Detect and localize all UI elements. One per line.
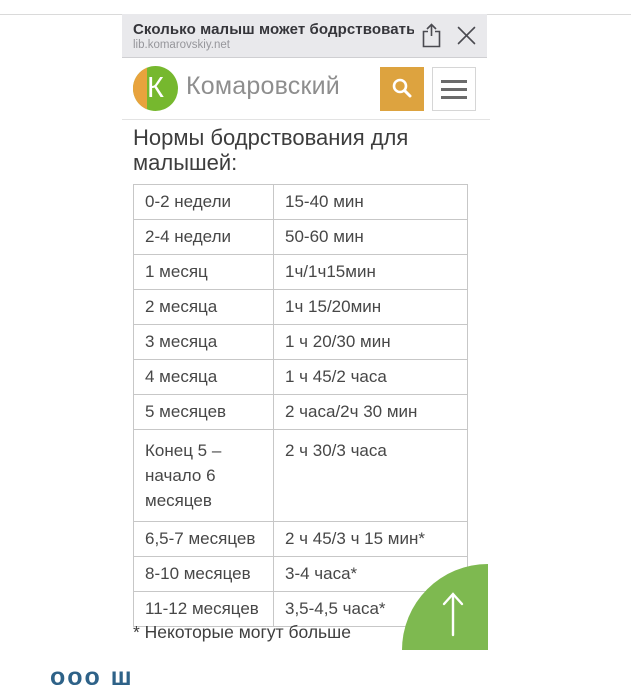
clipped-bottom-link[interactable]: ооо ш — [50, 663, 134, 691]
hamburger-menu-icon — [441, 79, 467, 99]
search-button[interactable] — [380, 67, 424, 111]
age-cell: Конец 5 – начало 6 месяцев — [133, 429, 274, 522]
close-icon[interactable] — [456, 25, 477, 46]
site-header: К Комаровский — [122, 58, 490, 120]
time-cell: 2 часа/2ч 30 мин — [273, 394, 468, 430]
table-row: Конец 5 – начало 6 месяцев 2 ч 30/3 часа — [133, 429, 468, 522]
age-cell: 2-4 недели — [133, 219, 274, 255]
table-row: 2 месяца 1ч 15/20мин — [133, 289, 468, 325]
table-row: 8-10 месяцев 3-4 часа* — [133, 556, 468, 592]
notification-title: Сколько малыш может бодрствовать?... — [133, 20, 414, 38]
page-title: Нормы бодрствования для малышей: — [133, 125, 409, 175]
age-cell: 2 месяца — [133, 289, 274, 325]
age-cell: 3 месяца — [133, 324, 274, 360]
time-cell: 1ч/1ч15мин — [273, 254, 468, 290]
time-cell: 1ч 15/20мин — [273, 289, 468, 325]
table-row: 0-2 недели 15-40 мин — [133, 184, 468, 220]
table-row: 5 месяцев 2 часа/2ч 30 мин — [133, 394, 468, 430]
wake-time-table: 0-2 недели 15-40 мин 2-4 недели 50-60 ми… — [133, 184, 468, 627]
age-cell: 11-12 месяцев — [133, 591, 274, 627]
logo-orange-slice — [133, 66, 147, 111]
table-row: 2-4 недели 50-60 мин — [133, 219, 468, 255]
logo-letter: К — [147, 72, 164, 104]
time-cell: 2 ч 45/3 ч 15 мин* — [273, 521, 468, 557]
time-cell: 50-60 мин — [273, 219, 468, 255]
age-cell: 8-10 месяцев — [133, 556, 274, 592]
notification-text-block: Сколько малыш может бодрствовать?... lib… — [122, 21, 414, 51]
screenshot-root: { "notification_bar": { "title": "Скольк… — [0, 14, 631, 691]
time-cell: 1 ч 20/30 мин — [273, 324, 468, 360]
time-cell: 3-4 часа* — [273, 556, 468, 592]
notification-banner[interactable]: Сколько малыш может бодрствовать?... lib… — [122, 14, 487, 58]
age-cell: 0-2 недели — [133, 184, 274, 220]
notification-url: lib.komarovskiy.net — [133, 38, 230, 51]
table-row: 1 месяц 1ч/1ч15мин — [133, 254, 468, 290]
time-cell: 15-40 мин — [273, 184, 468, 220]
site-logo[interactable]: К — [133, 66, 178, 111]
table-footnote: * Некоторые могут больше — [133, 622, 351, 642]
share-icon[interactable] — [420, 22, 443, 49]
age-cell: 4 месяца — [133, 359, 274, 395]
age-cell: 5 месяцев — [133, 394, 274, 430]
table-row: 3 месяца 1 ч 20/30 мин — [133, 324, 468, 360]
menu-button[interactable] — [432, 67, 476, 111]
time-cell: 2 ч 30/3 часа — [273, 429, 468, 522]
table-row: 6,5-7 месяцев 2 ч 45/3 ч 15 мин* — [133, 521, 468, 557]
notification-actions — [414, 22, 487, 49]
time-cell: 1 ч 45/2 часа — [273, 359, 468, 395]
search-icon — [389, 75, 415, 104]
table-row: 4 месяца 1 ч 45/2 часа — [133, 359, 468, 395]
age-cell: 6,5-7 месяцев — [133, 521, 274, 557]
age-cell: 1 месяц — [133, 254, 274, 290]
brand-name: Комаровский — [186, 72, 340, 100]
